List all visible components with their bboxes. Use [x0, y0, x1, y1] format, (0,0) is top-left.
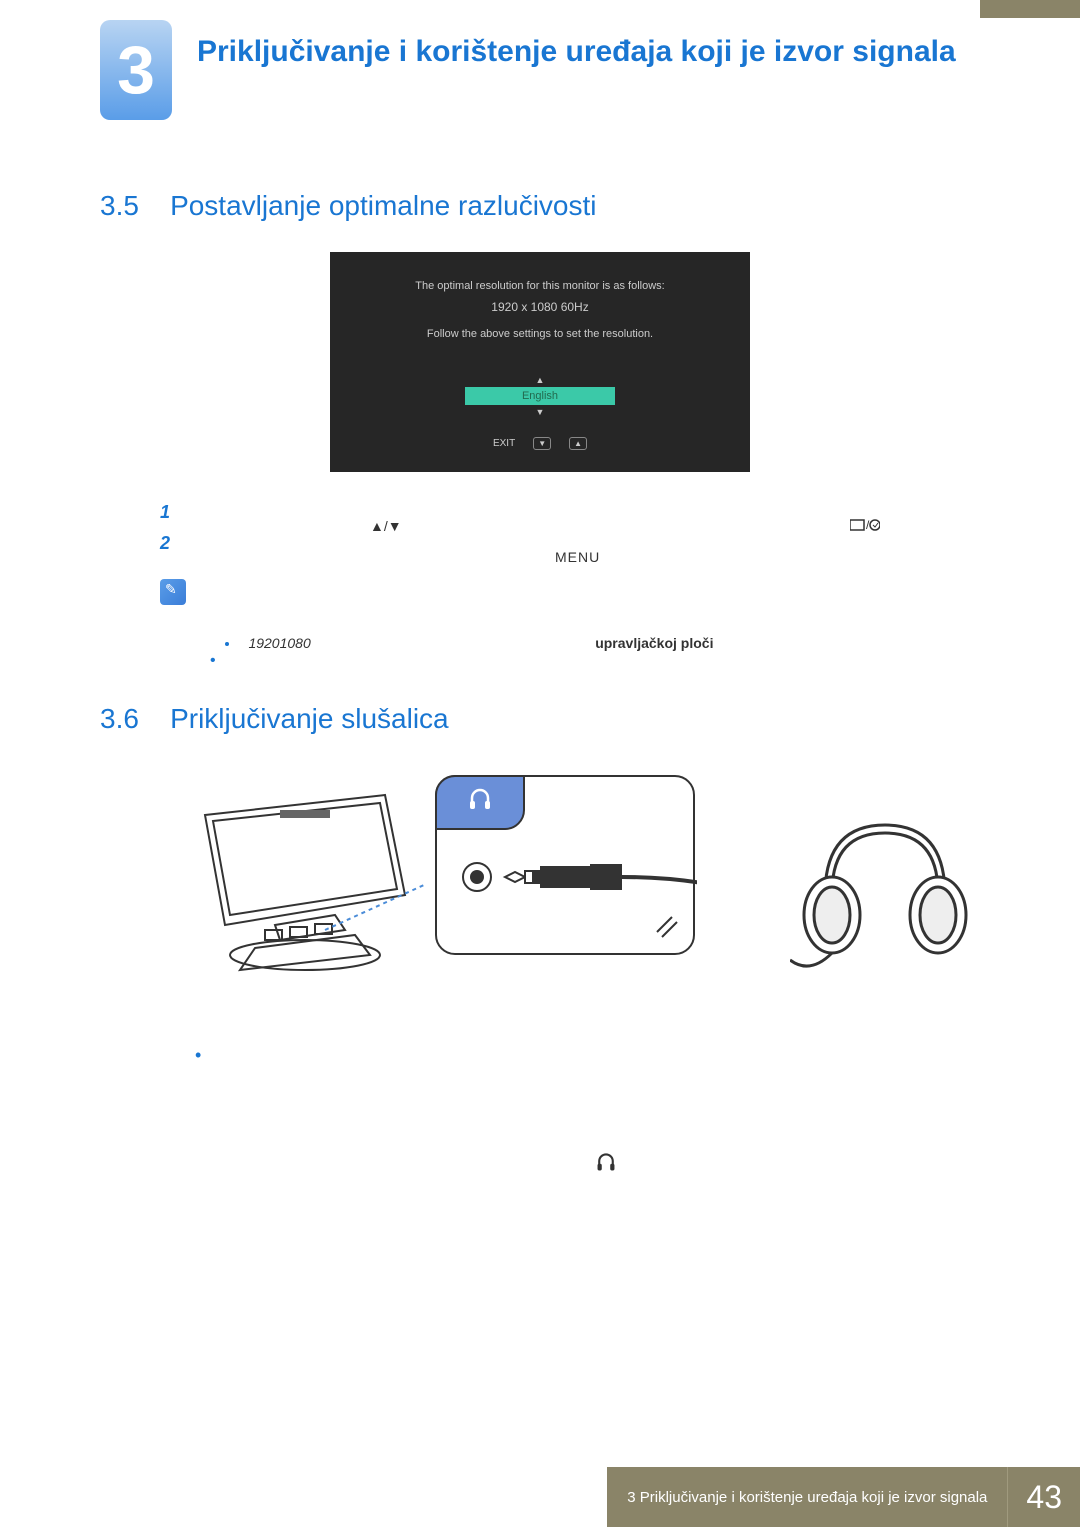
- osd-exit: EXIT: [493, 438, 515, 449]
- chapter-number-box: 3: [100, 20, 172, 120]
- chapter-number: 3: [117, 31, 155, 109]
- footer-page-number: 43: [1007, 1467, 1080, 1527]
- headphone-glyph-icon: [595, 1151, 617, 1179]
- page-footer: 3 Priključivanje i korištenje uređaja ko…: [0, 1467, 1080, 1527]
- bottom-bullet-icon: •: [195, 1045, 201, 1066]
- section-title-2: Priključivanje slušalica: [170, 703, 449, 734]
- section-title-1: Postavljanje optimalne razlučivosti: [170, 190, 596, 221]
- section-heading-2: 3.6 Priključivanje slušalica: [100, 703, 1080, 735]
- osd-line3: Follow the above settings to set the res…: [350, 328, 730, 340]
- osd-arrow-up-icon: ▲: [350, 375, 730, 385]
- sub-note-row: 19201080 upravljačkoj ploči: [225, 635, 1080, 653]
- osd-resolution: 1920 x 1080 60Hz: [350, 300, 730, 314]
- jack-plug-illustration: [437, 777, 697, 957]
- footer-text: 3 Priključivanje i korištenje uređaja ko…: [607, 1467, 1007, 1527]
- monitor-illustration: [195, 785, 425, 975]
- step-1-number: 1: [160, 502, 180, 523]
- step-2-menu: MENU: [555, 549, 600, 565]
- note-bullet-icon: •: [210, 652, 216, 670]
- osd-down-button-icon: ▼: [533, 437, 551, 450]
- headphones-illustration: [790, 805, 980, 985]
- note-icon: [160, 579, 186, 605]
- jack-connector-box: [435, 775, 695, 955]
- step-2: 2 MENU: [160, 533, 980, 554]
- osd-arrow-down-icon: ▼: [350, 407, 730, 417]
- section-number-1: 3.5: [100, 190, 139, 221]
- headphone-diagram: [195, 775, 980, 1015]
- osd-up-button-icon: ▲: [569, 437, 587, 450]
- osd-bottom-bar: EXIT ▼ ▲: [350, 437, 730, 450]
- step-1: 1 ▲/▼ /: [160, 502, 980, 523]
- top-stripe: [980, 0, 1080, 18]
- resolution-note: 19201080: [248, 635, 310, 651]
- sub-bullet-icon: [225, 642, 229, 646]
- document-page: 3 Priključivanje i korištenje uređaja ko…: [0, 0, 1080, 1527]
- section-heading-1: 3.5 Postavljanje optimalne razlučivosti: [100, 190, 1080, 222]
- osd-language: English: [465, 387, 615, 405]
- step-2-number: 2: [160, 533, 180, 554]
- section-number-2: 3.6: [100, 703, 139, 734]
- chapter-title: Priključivanje i korištenje uređaja koji…: [197, 20, 956, 71]
- control-panel-note: upravljačkoj ploči: [595, 635, 713, 651]
- chapter-header: 3 Priključivanje i korištenje uređaja ko…: [0, 0, 1080, 120]
- step-1-arrows-icon: ▲/▼: [370, 518, 402, 534]
- osd-screen: The optimal resolution for this monitor …: [330, 252, 750, 472]
- osd-line1: The optimal resolution for this monitor …: [350, 280, 730, 292]
- steps-list: 1 ▲/▼ / 2 MENU: [160, 502, 980, 554]
